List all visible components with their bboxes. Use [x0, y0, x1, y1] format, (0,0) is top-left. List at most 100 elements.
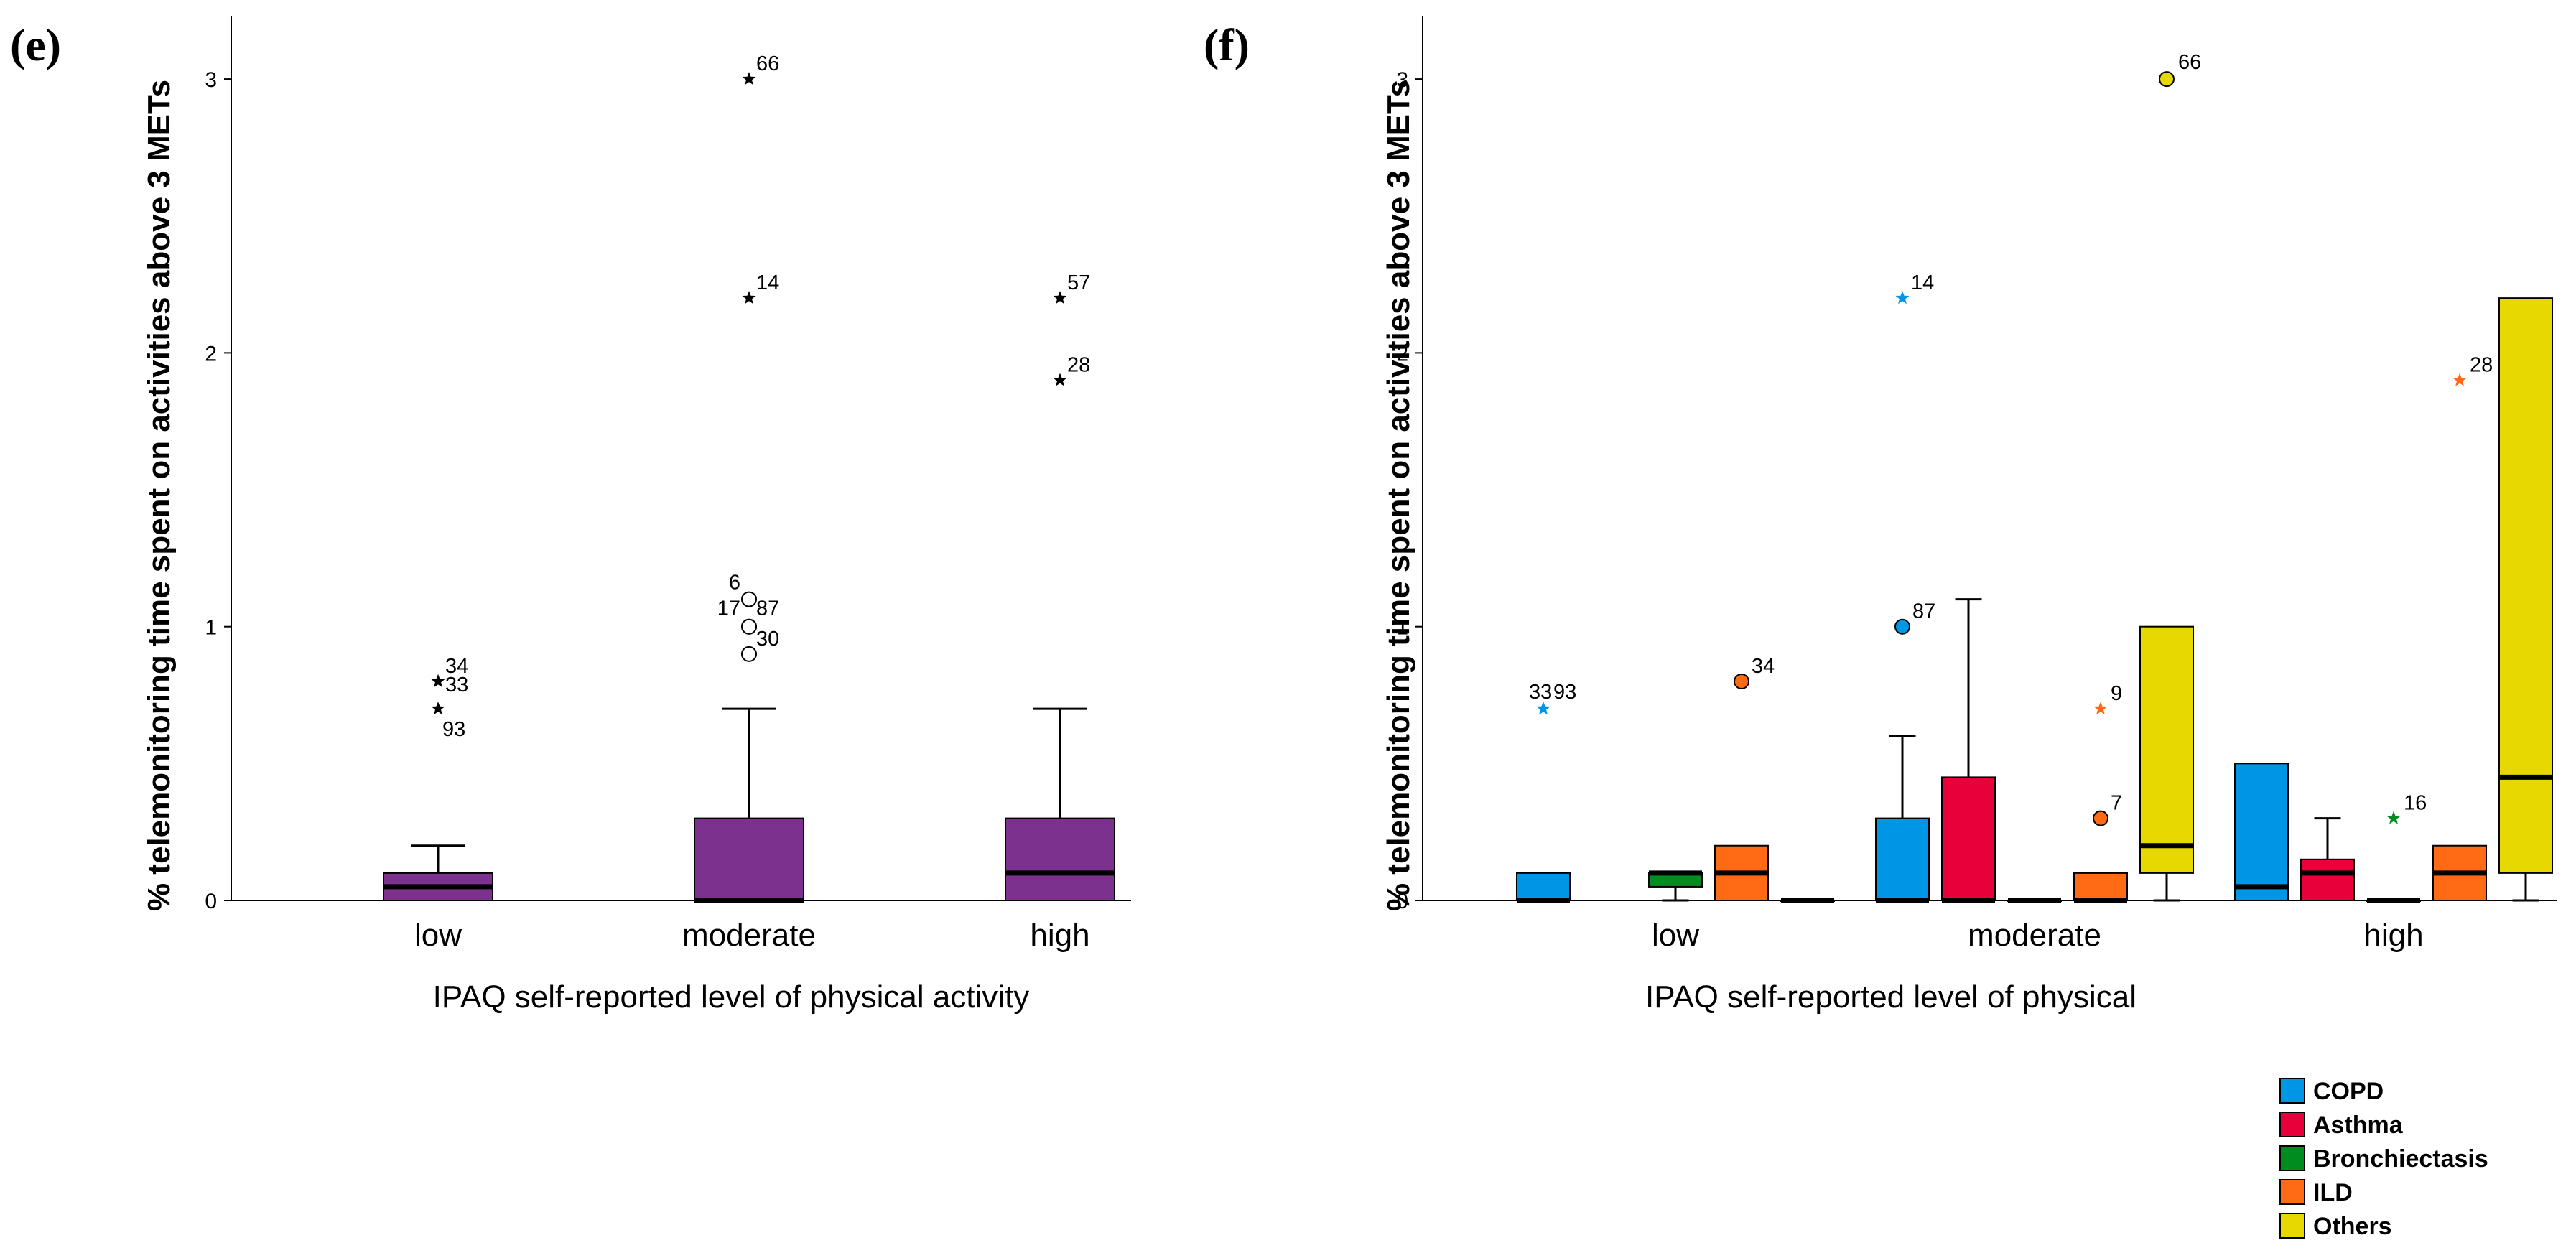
outlier-star [1053, 373, 1067, 386]
outlier-star [1536, 702, 1550, 715]
outlier-label: 14 [1911, 271, 1934, 294]
box-iqr [694, 817, 804, 901]
panel-f-axes: 0 1 2 3 low moderate high [1396, 16, 2557, 953]
outlier-circle [2159, 71, 2175, 88]
y-tick-label: 3 [1396, 68, 1408, 92]
legend-swatch-copd [2279, 1078, 2305, 1104]
outlier-star [431, 674, 445, 688]
legend-label-others: Others [2313, 1213, 2392, 1240]
outlier-label: 57 [1067, 271, 1090, 294]
outlier-label: 33 [445, 674, 468, 697]
box-low-Others [1780, 898, 1835, 903]
outlier-label: 7 [2111, 792, 2122, 815]
outlier-label: 28 [2470, 354, 2493, 377]
box-high: 57 28 [1005, 271, 1115, 901]
x-tick-label: moderate [1968, 918, 2101, 953]
box-iqr [2073, 872, 2128, 901]
outlier-label: 66 [756, 52, 779, 75]
box-iqr [1941, 776, 1996, 902]
box-iqr [2498, 297, 2553, 874]
outlier-label: 6 [729, 572, 740, 595]
box-low-COPD: 33 93 [1516, 681, 1576, 903]
legend-label-ild: ILD [2313, 1179, 2353, 1206]
box-moderate-Others: 66 [2139, 51, 2201, 902]
box-moderate-Asthma [1941, 598, 1996, 903]
outlier-label: 30 [756, 628, 779, 651]
outlier-label: 93 [1553, 681, 1576, 704]
outlier-label: 33 [1529, 681, 1552, 704]
panel-f-letter: (f) [1204, 19, 1250, 70]
box-moderate-Bronchiectasis [2007, 898, 2062, 903]
outlier-star [2093, 702, 2108, 715]
y-tick-label: 2 [205, 342, 217, 365]
box-low-ILD: 34 [1714, 655, 1775, 901]
y-tick-label: 2 [1396, 342, 1408, 365]
outlier-circle [1894, 618, 1910, 635]
outlier-label: 66 [2178, 51, 2201, 74]
box-moderate-ILD: 97 [2073, 682, 2128, 903]
box-low-Bronchiectasis [1648, 870, 1703, 902]
outlier-label: 14 [756, 271, 779, 294]
legend-swatch-asthma [2279, 1112, 2305, 1137]
legend-label-copd: COPD [2313, 1078, 2384, 1105]
box-moderate: 66 14 617 87 30 [694, 52, 804, 903]
panel-e-letter: (e) [10, 19, 61, 70]
panel-f: (f) % telemonitoring time spent on activ… [1204, 16, 2557, 1240]
panel-f-x-axis-title: IPAQ self-reported level of physical [1645, 979, 2136, 1015]
box-moderate-COPD: 14 87 [1875, 271, 1935, 903]
outlier-label: 28 [1067, 354, 1090, 377]
outlier-label: 34 [1752, 655, 1775, 678]
legend-label-asthma: Asthma [2313, 1112, 2404, 1139]
legend-label-bronchiectasis: Bronchiectasis [2313, 1145, 2488, 1173]
panel-f-y-axis-title: % telemonitoring time spent on activitie… [1381, 80, 1416, 911]
outlier-circle [2093, 810, 2108, 826]
outlier-star [1895, 291, 1910, 304]
box-iqr [2139, 625, 2194, 874]
outlier-star [742, 72, 756, 85]
y-tick-label: 1 [205, 616, 217, 640]
outlier-circle [1734, 673, 1749, 689]
box-iqr [2300, 858, 2355, 902]
y-tick-label: 3 [205, 68, 217, 92]
outlier-circle [741, 591, 757, 607]
outlier-label: 87 [1912, 600, 1935, 623]
outlier-star [1053, 291, 1067, 304]
outlier-circle [741, 618, 757, 635]
box-iqr [1005, 817, 1115, 901]
box-high-Asthma [2300, 817, 2355, 902]
legend-swatch-bronchiectasis [2279, 1145, 2305, 1171]
outlier-star [2452, 373, 2467, 386]
panel-e-x-axis-title: IPAQ self-reported level of physical act… [433, 979, 1030, 1015]
outlier-label: 87 [756, 597, 779, 620]
box-high-Bronchiectasis: 16 [2366, 792, 2427, 903]
panel-f-legend: COPD Asthma Bronchiectasis ILD Others [2279, 1078, 2488, 1240]
box-iqr [1875, 817, 1930, 901]
y-tick-label: 1 [1396, 616, 1408, 640]
outlier-star [2386, 811, 2401, 824]
x-tick-label: low [414, 918, 462, 953]
panel-e-axes: 0 1 2 3 low moderate high [205, 16, 1131, 953]
outlier-label: 16 [2404, 792, 2427, 815]
panel-e: (e) % telemonitoring time spent on activ… [10, 16, 1131, 1015]
panel-e-y-axis-title: % telemonitoring time spent on activitie… [141, 80, 177, 911]
legend-swatch-ild [2279, 1179, 2305, 1205]
box-high-Others [2498, 297, 2553, 902]
y-tick-label: 0 [1396, 890, 1408, 913]
box-high-COPD [2234, 763, 2289, 901]
x-tick-label: high [2363, 918, 2423, 953]
box-iqr [2234, 763, 2289, 901]
outlier-label: 9 [2111, 682, 2122, 705]
x-tick-label: low [1652, 918, 1699, 953]
outlier-star [431, 702, 445, 715]
outlier-label: 34 [445, 655, 468, 678]
outlier-circle [741, 646, 757, 662]
x-tick-label: high [1030, 918, 1089, 953]
x-tick-label: moderate [682, 918, 816, 953]
legend-swatch-others [2279, 1213, 2305, 1239]
y-tick-label: 0 [205, 890, 217, 913]
outlier-star [742, 291, 756, 304]
